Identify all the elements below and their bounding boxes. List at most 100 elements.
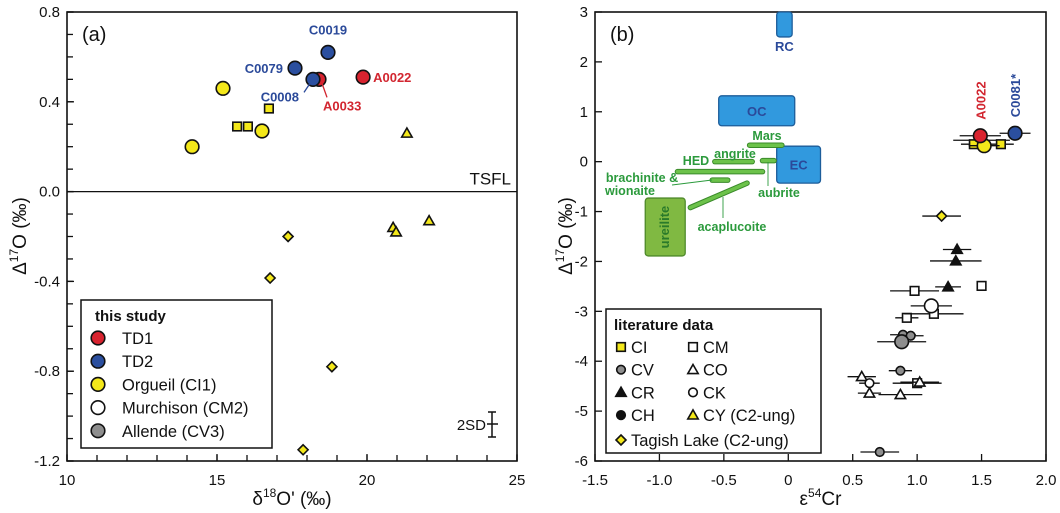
legend-title: this study xyxy=(95,308,166,325)
legend-label: CM xyxy=(703,339,729,357)
bar-label: Mars xyxy=(752,129,781,143)
panel-label: (a) xyxy=(82,24,106,46)
series-cr xyxy=(930,242,982,292)
legend-title: literature data xyxy=(614,317,714,334)
legend-box xyxy=(80,299,273,449)
bar-acaplucoite xyxy=(688,181,749,210)
region-ureilite xyxy=(644,197,686,257)
label-leader xyxy=(303,82,311,93)
x-axis-title-post: O' (‰) xyxy=(276,489,331,510)
bar-label: angrite xyxy=(714,147,756,161)
point-label: A0022 xyxy=(373,70,411,85)
x-tick-label: 0 xyxy=(784,472,792,489)
data-point xyxy=(864,378,875,389)
panel-b: -1.5 -1.0 -0.5 0 0.5 1.0 1.5 2.0 3 2 1 0 -1 -2 -3 -4 -5 -… xyxy=(553,4,1056,510)
y-tick-label: 0 xyxy=(580,154,588,171)
series-tagish-lake xyxy=(263,230,339,456)
data-point xyxy=(305,71,321,87)
legend-marker xyxy=(614,385,628,398)
region-label: RC xyxy=(775,39,794,54)
data-point xyxy=(320,44,336,61)
y-tick-label: 2 xyxy=(580,54,588,71)
legend-label: Murchison (CM2) xyxy=(122,400,249,418)
region-label: OC xyxy=(747,104,767,119)
y-tick-label: -5 xyxy=(575,403,588,420)
x-tick-label: 20 xyxy=(359,472,376,489)
x-axis-title: δ18O' (‰) xyxy=(252,486,331,510)
2sd-label: 2SD xyxy=(457,417,486,434)
y-tick-label: 1 xyxy=(580,104,588,121)
series-ci xyxy=(232,103,275,132)
y-axis-title: Δ17O (‰) xyxy=(7,197,31,275)
data-point xyxy=(1007,125,1023,141)
x-tick-label: 1.5 xyxy=(971,472,992,489)
y-tick-label: -2 xyxy=(575,253,588,270)
y-tick-label: 0.0 xyxy=(39,184,60,201)
data-point xyxy=(949,254,963,266)
data-point xyxy=(263,271,277,285)
legend-label: CO xyxy=(703,362,728,380)
data-point xyxy=(923,298,939,314)
legend-label: CH xyxy=(631,407,655,425)
series-orgueil xyxy=(184,80,270,155)
data-point xyxy=(215,80,231,96)
x-axis-title-pre: δ xyxy=(252,489,263,510)
point-label: C0079 xyxy=(245,61,283,76)
data-point xyxy=(895,365,906,376)
region-label: EC xyxy=(790,158,809,173)
legend: literature data CI CM CV CO CR CK CH CY (C2-ung)… xyxy=(605,308,822,454)
data-point xyxy=(909,285,920,296)
legend-marker xyxy=(90,423,106,439)
series-allende xyxy=(877,334,927,350)
panel-label: (b) xyxy=(610,24,634,46)
legend-marker xyxy=(615,364,627,375)
y-tick-label: 0.4 xyxy=(39,94,60,111)
data-point xyxy=(972,128,988,144)
data-point xyxy=(263,103,275,114)
data-point xyxy=(941,280,955,292)
x-tick-label: -0.5 xyxy=(711,472,737,489)
data-point xyxy=(355,69,371,85)
series-murchison xyxy=(910,298,952,314)
legend-box xyxy=(605,308,822,454)
y-tick-label: 0.8 xyxy=(39,4,60,21)
series-ck xyxy=(859,378,880,389)
y-axis-title-pre: Δ xyxy=(10,262,31,275)
legend-marker xyxy=(90,330,106,346)
data-point xyxy=(389,225,403,237)
legend-label: CI xyxy=(631,339,648,357)
bar-label: brachinite & wionaite xyxy=(604,171,678,198)
y-axis-title-sup: 17 xyxy=(553,249,567,263)
label-leader xyxy=(321,83,328,98)
y-axis-title-post: O (‰) xyxy=(556,197,577,249)
legend-marker xyxy=(90,376,106,393)
data-point xyxy=(862,386,877,398)
x-tick-label: 25 xyxy=(509,472,526,489)
y-tick-label: -0.4 xyxy=(34,273,60,290)
legend-marker xyxy=(686,408,700,420)
data-point xyxy=(325,360,339,373)
y-tick-label: -6 xyxy=(575,453,588,470)
legend-marker xyxy=(687,341,699,353)
tsfl-label: TSFL xyxy=(469,170,511,189)
bar-label: aubrite xyxy=(758,186,800,200)
series-td2: C0081* xyxy=(999,73,1031,141)
y-tick-label: -1 xyxy=(575,204,588,221)
data-point xyxy=(281,230,295,243)
legend-marker xyxy=(90,353,106,369)
legend-label: CV xyxy=(631,362,654,380)
legend-marker xyxy=(687,387,699,398)
legend-marker xyxy=(615,410,627,421)
legend-label: Orgueil (CI1) xyxy=(122,376,216,394)
x-tick-label: 0.5 xyxy=(842,472,863,489)
data-point xyxy=(894,334,910,350)
legend-label: Allende (CV3) xyxy=(122,423,225,441)
legend-label: TD2 xyxy=(122,353,153,371)
data-point xyxy=(995,139,1006,150)
x-axis-title-post: Cr xyxy=(821,489,842,510)
x-tick-label: -1.0 xyxy=(646,472,672,489)
x-tick-label: 15 xyxy=(209,472,226,489)
plot-frame xyxy=(594,11,1047,462)
series-td1: A0022 xyxy=(959,81,1001,144)
